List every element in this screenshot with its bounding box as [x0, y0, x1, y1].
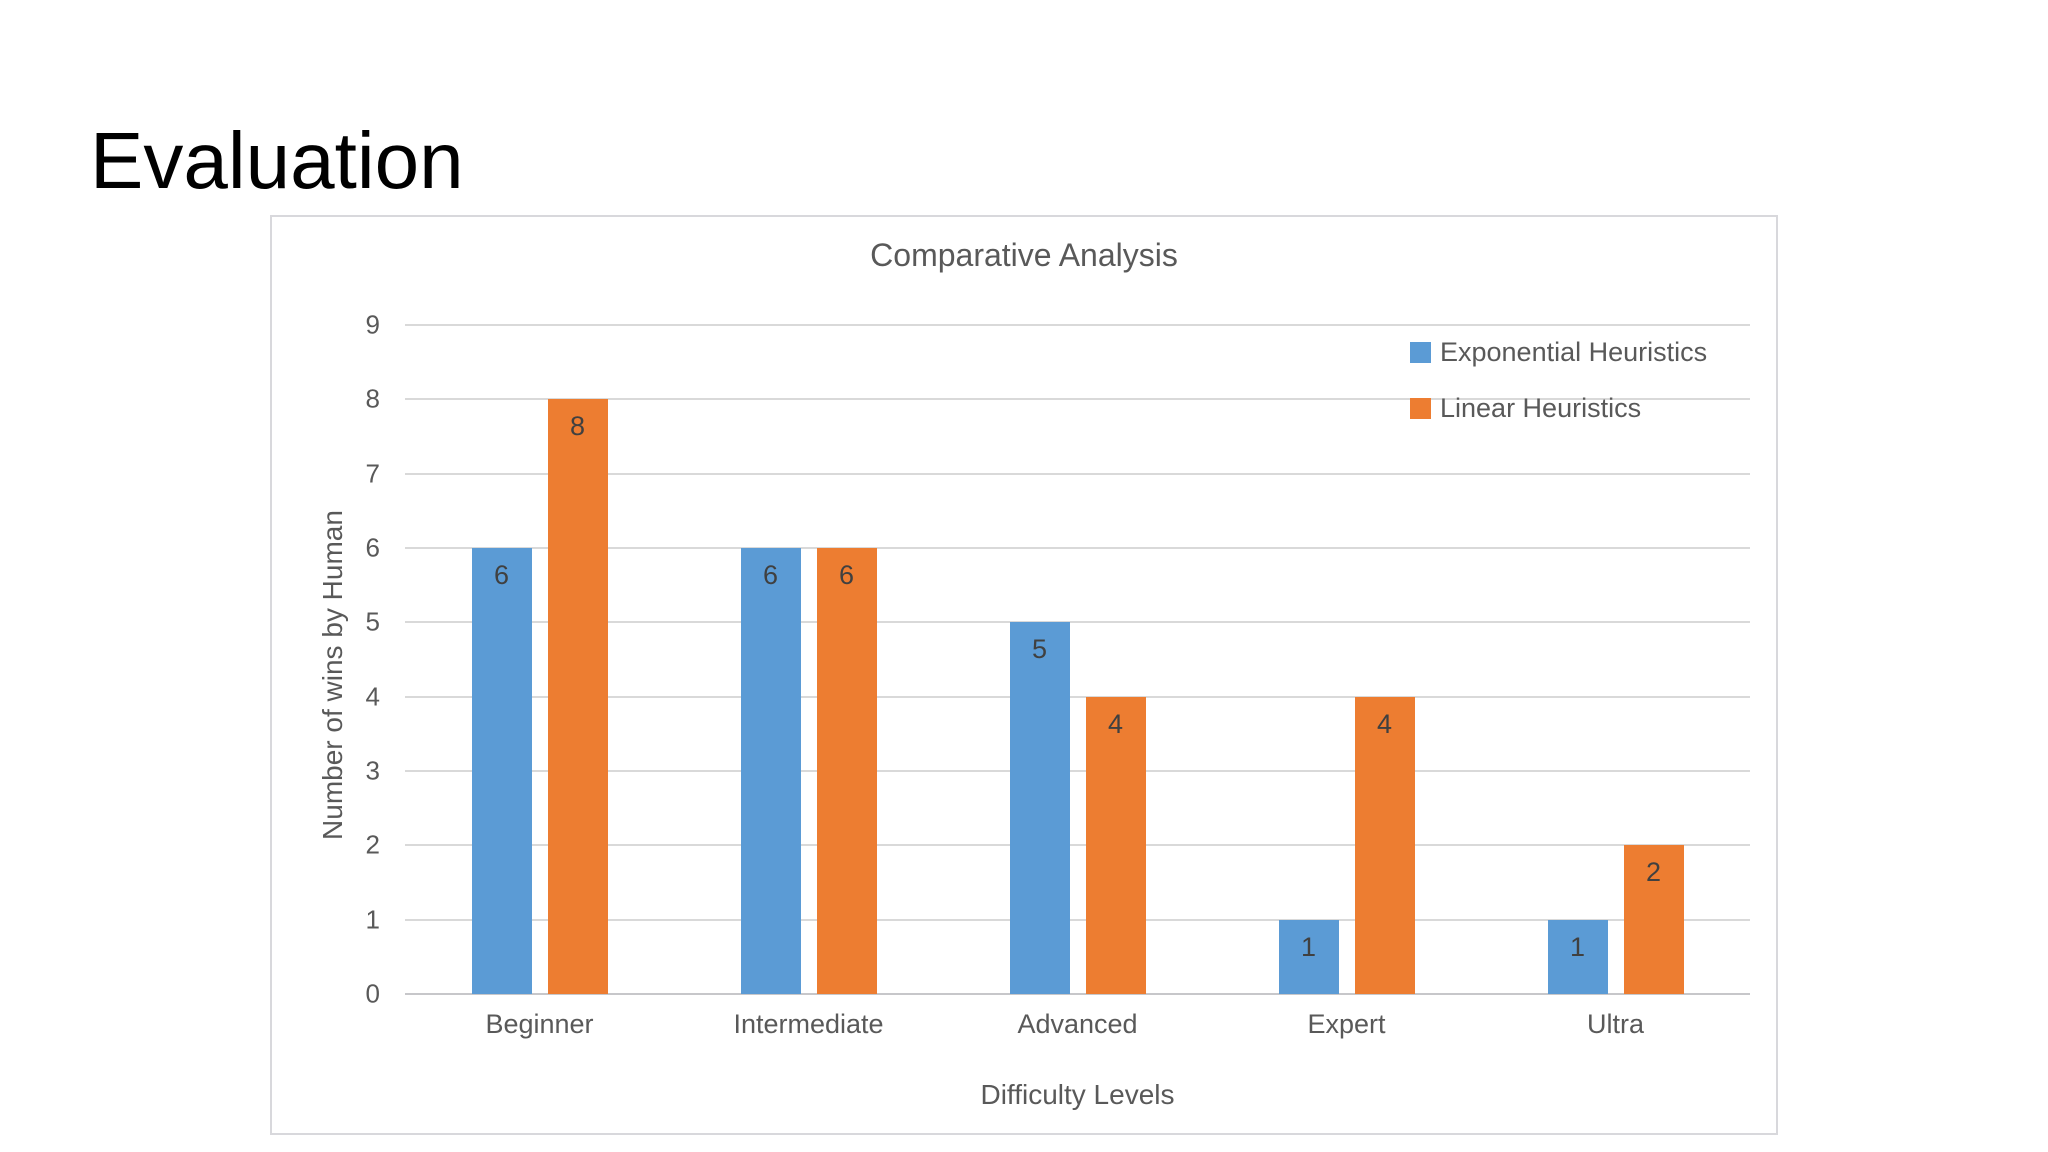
gridline-y-3 — [405, 770, 1750, 772]
chart-title: Comparative Analysis — [870, 237, 1178, 273]
y-tick-label: 3 — [365, 755, 380, 786]
y-tick-label: 2 — [365, 829, 380, 860]
y-tick-label: 9 — [365, 309, 380, 340]
bar-exponential-heuristics-expert: 1 — [1278, 919, 1339, 994]
y-tick-label: 4 — [365, 681, 380, 712]
bar-value-label: 2 — [1645, 857, 1662, 888]
legend-label: Linear Heuristics — [1440, 393, 1642, 423]
gridline-y-2 — [405, 844, 1750, 847]
bar-linear-heuristics-ultra: 2 — [1623, 845, 1684, 994]
y-tick-label: 8 — [365, 383, 380, 414]
bar-value-label: 6 — [838, 560, 855, 590]
x-category-label: Ultra — [1586, 1009, 1645, 1039]
gridline-y-9 — [405, 324, 1750, 326]
y-tick-label: 7 — [365, 458, 380, 489]
legend: Exponential Heuristics Linear Heuristics — [1410, 337, 1707, 449]
bar-linear-heuristics-expert: 4 — [1354, 696, 1415, 994]
x-axis-category-labels: Beginner Intermediate Advanced Expert Ultra — [405, 1009, 1750, 1049]
x-category-label: Expert — [1307, 1009, 1386, 1039]
bar-exponential-heuristics-beginner: 6 — [471, 548, 532, 994]
bar-value-label: 4 — [1107, 708, 1124, 739]
slide-title: Evaluation — [90, 116, 464, 205]
x-category-label: Intermediate — [733, 1009, 884, 1039]
y-axis-tick-labels: 0 1 2 3 4 5 6 7 8 9 — [272, 310, 405, 1009]
legend-swatch — [1410, 342, 1431, 363]
bar-value-label: 5 — [1031, 634, 1048, 665]
bar-value-label: 8 — [569, 411, 586, 442]
legend-item: Linear Heuristics — [1410, 393, 1707, 424]
bar-value-label: 1 — [1569, 931, 1586, 962]
x-axis-title: Difficulty Levels — [980, 1079, 1175, 1110]
gridline-y-1 — [405, 918, 1750, 921]
plot-area: 6 8 6 6 5 4 1 4 1 2 — [405, 324, 1750, 995]
bar-linear-heuristics-beginner: 8 — [547, 399, 608, 994]
x-category-label: Beginner — [485, 1009, 594, 1039]
bar-exponential-heuristics-intermediate: 6 — [740, 548, 801, 994]
y-tick-label: 1 — [365, 904, 380, 935]
bar-linear-heuristics-advanced: 4 — [1085, 696, 1146, 994]
bar-value-label: 1 — [1300, 931, 1317, 962]
legend-label: Exponential Heuristics — [1440, 337, 1708, 367]
gridline-y-0 — [405, 993, 1750, 995]
y-tick-label: 6 — [365, 532, 380, 563]
legend-swatch — [1410, 398, 1431, 419]
x-category-label: Advanced — [1017, 1009, 1138, 1039]
gridline-y-5 — [405, 621, 1750, 624]
bar-value-label: 6 — [762, 560, 779, 590]
gridline-y-6 — [405, 547, 1750, 549]
gridline-y-7 — [405, 472, 1750, 475]
bar-linear-heuristics-intermediate: 6 — [816, 548, 877, 994]
y-tick-label: 0 — [365, 978, 380, 1009]
bar-value-label: 4 — [1376, 708, 1393, 739]
comparative-analysis-chart: Comparative Analysis Number of wins by H… — [270, 215, 1778, 1135]
bar-exponential-heuristics-ultra: 1 — [1547, 919, 1608, 994]
gridline-y-4 — [405, 695, 1750, 698]
gridline-y-8 — [405, 398, 1750, 401]
legend-item: Exponential Heuristics — [1410, 337, 1707, 368]
bar-exponential-heuristics-advanced: 5 — [1009, 622, 1070, 994]
y-tick-label: 5 — [365, 606, 380, 637]
bar-value-label: 6 — [493, 560, 510, 590]
